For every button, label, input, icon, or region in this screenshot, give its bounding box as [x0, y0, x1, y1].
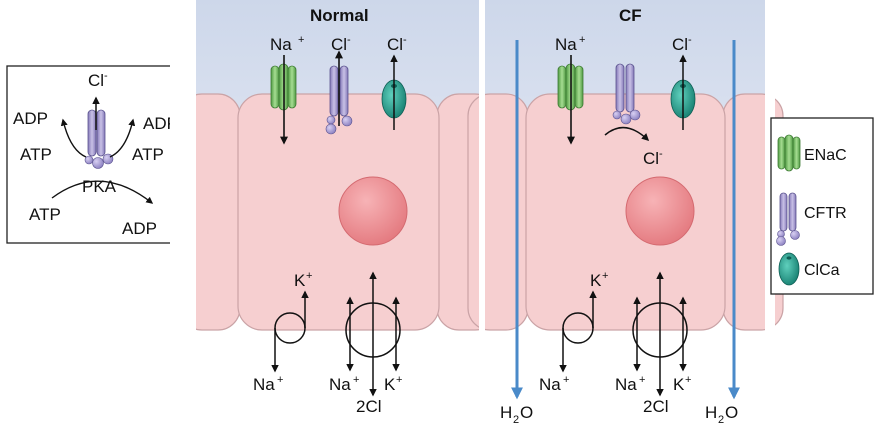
cf-nkcc-2cl-label: 2Cl — [643, 397, 669, 416]
svg-text:H: H — [705, 403, 717, 422]
normal-nkcc-k-charge: + — [396, 374, 402, 386]
inset-cl-charge: - — [104, 70, 108, 82]
normal-epithelial-cell — [237, 93, 440, 331]
normal-pump-k-label: K — [294, 271, 306, 290]
svg-text:2: 2 — [718, 414, 724, 426]
cf-nkcc-k-charge: + — [685, 374, 691, 386]
normal-enac-na-charge: + — [298, 34, 304, 46]
pka-inset: Cl - ADP ADP ATP ATP PKA ATP ADP — [6, 65, 192, 244]
svg-text:O: O — [725, 403, 738, 422]
cf-pump-k-label: K — [590, 271, 602, 290]
legend-cftr-label: CFTR — [804, 205, 847, 222]
cf-enac-na-label: Na — [555, 35, 577, 54]
normal-cftr-cl-label: Cl — [331, 35, 347, 54]
inset-cftr-channel-icon — [84, 109, 114, 169]
inset-atp-left: ATP — [20, 145, 52, 164]
normal-title: Normal — [310, 6, 369, 25]
inset-pka-label: PKA — [82, 177, 117, 196]
cf-clca-cl-charge: - — [688, 34, 692, 46]
cf-enac-na-charge: + — [579, 34, 585, 46]
legend-enac-label: ENaC — [804, 147, 847, 164]
legend-enac-icon — [777, 134, 801, 172]
normal-nucleus — [338, 176, 408, 246]
cf-water-left-label: H 2 O — [500, 403, 533, 426]
svg-text:O: O — [520, 403, 533, 422]
legend-clca-icon — [778, 252, 800, 286]
cf-nkcc-k-label: K — [673, 375, 685, 394]
normal-panel: Normal Na + Cl - Cl - — [170, 0, 498, 416]
cf-pump-na-charge: + — [563, 374, 569, 386]
normal-nkcc-cotransporter — [345, 271, 401, 397]
cf-nak-pump — [559, 290, 597, 373]
normal-nkcc-na-charge: + — [353, 374, 359, 386]
normal-pump-k-charge: + — [306, 270, 312, 282]
svg-text:2: 2 — [513, 414, 519, 426]
cf-nucleus — [625, 176, 695, 246]
cf-water-right-label: H 2 O — [705, 403, 738, 426]
cf-cftr-channel-icon — [612, 63, 641, 125]
normal-enac-na-label: Na — [270, 35, 292, 54]
normal-nkcc-na-label: Na — [329, 375, 351, 394]
normal-nak-pump — [271, 290, 309, 373]
legend-clca-label: ClCa — [804, 262, 840, 279]
inset-pka-arrow — [51, 180, 154, 204]
inset-adp-right: ADP — [143, 114, 178, 133]
inset-atp-bottom: ATP — [29, 205, 61, 224]
cf-nkcc-na-charge: + — [639, 374, 645, 386]
normal-nkcc-2cl-label: 2Cl — [356, 397, 382, 416]
inset-adp-bottom: ADP — [122, 219, 157, 238]
normal-cftr-cl-charge: - — [347, 34, 351, 46]
normal-clca-cl-charge: - — [403, 34, 407, 46]
inset-cl-label: Cl — [88, 71, 104, 90]
legend: ENaC CFTR ClCa — [770, 117, 874, 295]
cf-clca-cl-label: Cl — [672, 35, 688, 54]
cf-enac-channel-icon — [557, 63, 584, 111]
cf-trapped-cl-label: Cl — [643, 149, 659, 168]
cf-pump-na-label: Na — [539, 375, 561, 394]
normal-clca-cl-label: Cl — [387, 35, 403, 54]
normal-pump-na-label: Na — [253, 375, 275, 394]
inset-atp-right: ATP — [132, 145, 164, 164]
cf-pump-k-charge: + — [602, 270, 608, 282]
cf-nkcc-na-label: Na — [615, 375, 637, 394]
normal-nkcc-k-label: K — [384, 375, 396, 394]
inset-left-phospho-arrow — [60, 118, 87, 158]
normal-pump-na-charge: + — [277, 374, 283, 386]
cf-epithelial-cell — [525, 93, 726, 331]
normal-enac-channel-icon — [270, 63, 297, 111]
cf-nkcc-cotransporter — [632, 271, 688, 397]
svg-text:H: H — [500, 403, 512, 422]
inset-right-phospho-arrow — [109, 118, 136, 158]
legend-cftr-icon — [776, 192, 800, 246]
inset-adp-left: ADP — [13, 109, 48, 128]
normal-cftr-channel-icon — [325, 65, 353, 135]
cf-cl-trapped-arrow — [604, 126, 650, 142]
cf-title: CF — [619, 6, 642, 25]
cf-left-neighbor-cell — [467, 93, 529, 331]
cf-trapped-cl-charge: - — [659, 148, 663, 160]
cf-panel: CF Na + Cl - Cl - — [467, 0, 784, 426]
